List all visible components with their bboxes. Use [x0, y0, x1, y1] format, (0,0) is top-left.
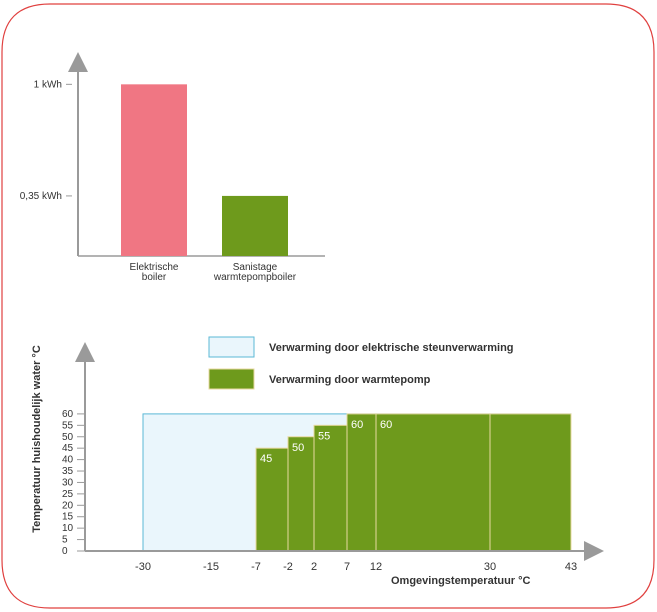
legend-swatch [208, 368, 255, 390]
x-tick-label: 7 [344, 561, 350, 573]
heatpump-step-bar [313, 424, 348, 552]
y-tick-label: 5 [62, 535, 68, 546]
heatpump-step-bar [375, 413, 491, 552]
y-tick-label: 0,35 kWh [20, 191, 62, 202]
step-value-label: 45 [260, 453, 272, 465]
legend-swatch [208, 336, 255, 358]
heatpump-step-bar [255, 447, 289, 552]
y-tick-label: 60 [62, 409, 74, 420]
y-tick-label: 35 [62, 466, 74, 477]
y-tick-label: 30 [62, 477, 74, 488]
bar-heatpump-boiler [222, 195, 288, 256]
category-label: Sanistage [233, 262, 278, 273]
x-tick-label: -15 [203, 561, 219, 573]
x-tick-label: -7 [251, 561, 261, 573]
step-value-label: 55 [318, 430, 330, 442]
category-label: boiler [142, 272, 167, 283]
step-value-label: 60 [380, 419, 392, 431]
y-tick-label: 0 [62, 546, 68, 557]
heatpump-step-bar [287, 436, 315, 552]
y-tick-label: 25 [62, 489, 74, 500]
y-tick-label: 50 [62, 432, 74, 443]
y-tick-label: 1 kWh [34, 79, 62, 90]
step-value-label: 60 [351, 419, 363, 431]
category-label: warmtepompboiler [213, 272, 297, 283]
step-value-label: 50 [292, 442, 304, 454]
x-tick-label: 30 [484, 561, 496, 573]
x-tick-label: -2 [283, 561, 293, 573]
x-tick-label: 43 [565, 561, 577, 573]
y-tick-label: 45 [62, 443, 74, 454]
y-tick-label: 15 [62, 512, 74, 523]
bar-electric-boiler [121, 84, 187, 256]
x-tick-label: 2 [311, 561, 317, 573]
y-tick-label: 20 [62, 500, 74, 511]
category-label: Elektrische [130, 262, 179, 273]
y-tick-label: 40 [62, 455, 74, 466]
legend-label: Verwarming door warmtepomp [269, 374, 431, 386]
legend-label: Verwarming door elektrische steunverwarm… [269, 342, 514, 354]
heatpump-step-bar [346, 413, 377, 552]
y-tick-label: 10 [62, 523, 74, 534]
x-tick-label: -30 [135, 561, 151, 573]
x-tick-label: 12 [370, 561, 382, 573]
heatpump-step-bar [489, 413, 572, 552]
x-axis-title: Omgevingstemperatuur °C [391, 575, 531, 587]
y-axis-title: Temperatuur huishoudelijk water °C [31, 345, 43, 533]
y-tick-label: 55 [62, 420, 74, 431]
